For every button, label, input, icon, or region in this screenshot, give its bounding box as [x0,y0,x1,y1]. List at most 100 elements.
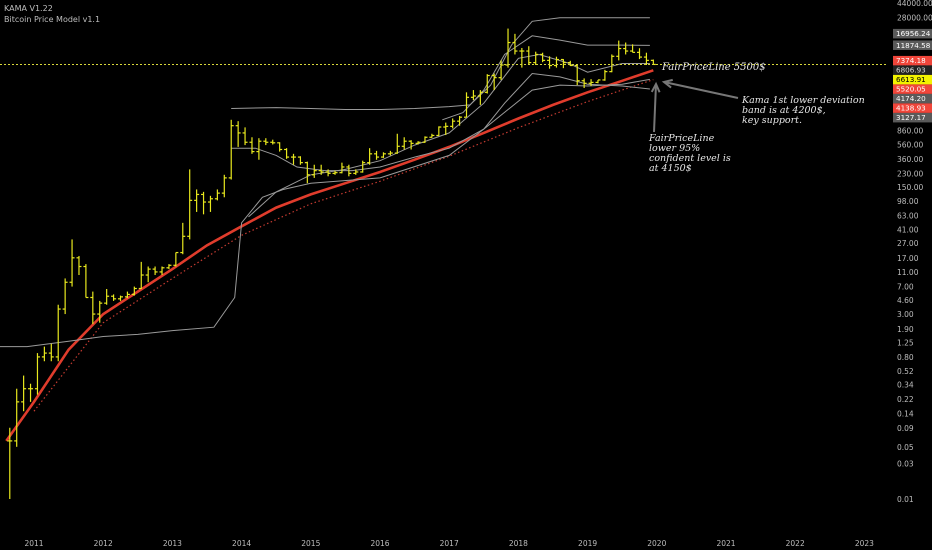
fair-price-annotation: FairPriceLine 5500$ [662,62,766,73]
x-tick-label: 2021 [716,539,735,548]
y-tick-label: 4.60 [897,296,914,305]
x-tick-label: 2017 [440,539,459,548]
kama-lower-band-2 [0,78,650,348]
price-candle [457,115,463,126]
price-candle [623,42,629,55]
price-candle [277,142,283,152]
price-label-text: 6613.91 [896,75,926,84]
price-candle [131,286,137,296]
price-label-bg [893,103,932,113]
x-tick-label: 2018 [509,539,528,548]
price-label: 3127.17 [893,112,932,123]
y-tick-label: 7.00 [897,283,914,292]
y-tick-label: 1.25 [897,338,914,347]
price-candle [374,150,380,160]
y-tick-label: 0.05 [897,443,914,452]
legend-item-kama[interactable]: KAMA V1.22 [4,4,53,13]
price-label-text: 5520.05 [896,85,926,94]
price-candle [408,140,414,150]
price-candle [69,239,75,287]
price-candle [242,127,248,146]
price-candle [318,164,324,175]
y-tick-label: 41.00 [897,225,919,234]
price-candle [221,174,227,198]
fair-price-lower-95-line [33,79,654,412]
price-candle [512,33,518,55]
indicator-legend: KAMA V1.22 Bitcoin Price Model v1.1 [4,3,100,25]
y-tick-label: 150.00 [897,183,923,192]
y-tick-label: 230.00 [897,169,923,178]
y-tick-label: 0.09 [897,424,914,433]
x-tick-label: 2015 [301,539,320,548]
y-tick-label: 0.14 [897,409,914,418]
price-label: 7374.18 [893,55,932,66]
price-candle [304,161,310,184]
price-candle [263,138,269,146]
y-tick-label: 28000.00 [897,14,932,23]
price-candle [311,164,317,178]
kama-band-annotation: Kama 1st lower deviation band is at 4200… [742,95,865,126]
price-candle [547,56,553,69]
price-candle [477,90,483,105]
legend-item-price-model[interactable]: Bitcoin Price Model v1.1 [4,15,101,24]
kama-mid-upper-band [442,35,650,121]
price-candle [235,121,241,147]
fair-price-lower-annotation: FairPriceLine lower 95% confident level … [649,133,731,174]
kama-lower-band [231,72,650,172]
price-candle [574,64,580,86]
price-candle [111,294,117,301]
y-tick-label: 360.00 [897,155,923,164]
y-tick-label: 27.00 [897,239,919,248]
price-label: 4138.93 [893,103,932,113]
price-candle [325,169,331,177]
price-candle [505,28,511,68]
kama-upper-band [231,17,650,110]
price-candle [540,52,546,63]
y-tick-label: 560.00 [897,141,923,150]
price-candle [187,169,193,240]
y-tick-label: 98.00 [897,197,919,206]
arrow-shaft [653,83,657,133]
price-candle [401,137,407,150]
price-candle [41,346,47,362]
y-tick-label: 44000.00 [897,0,932,8]
kama-bands [0,17,650,348]
arrow-shaft [663,81,739,99]
price-candle [602,69,608,81]
arrow-head [650,81,661,93]
price-candle [491,73,497,91]
price-candle [48,343,54,362]
price-candle [104,288,110,305]
price-candle [346,164,352,177]
y-tick-label: 0.80 [897,353,914,362]
price-candle [166,264,172,270]
price-label: 16956.24 [893,28,932,39]
y-tick-label: 0.22 [897,395,914,404]
price-label-text: 16956.24 [896,29,931,38]
time-axis[interactable]: 2011 2012 2013 2014 2015 2016 2017 2018 2019 2020… [24,539,874,548]
price-candle [422,136,428,143]
price-label-bg [893,65,932,75]
price-candle [214,189,220,201]
price-candle [55,304,61,362]
price-candle [387,150,393,156]
arrow-kama-band [661,78,739,99]
price-label: 11874.58 [893,40,932,50]
price-candle [470,90,476,101]
price-candle [630,44,636,53]
price-label-bg [893,112,932,123]
kama-center-line [248,53,650,218]
x-tick-label: 2022 [786,539,805,548]
price-candle [297,156,303,165]
price-candle [138,261,144,290]
price-label: 4174.20 [893,93,932,104]
price-candle [62,278,68,315]
price-candle [553,56,559,68]
price-label-bg [893,40,932,50]
price-label-bg [893,93,932,104]
price-candle [533,51,539,66]
price-label-text: 7374.18 [896,56,926,65]
price-candle [173,251,179,267]
price-candle [97,300,103,323]
